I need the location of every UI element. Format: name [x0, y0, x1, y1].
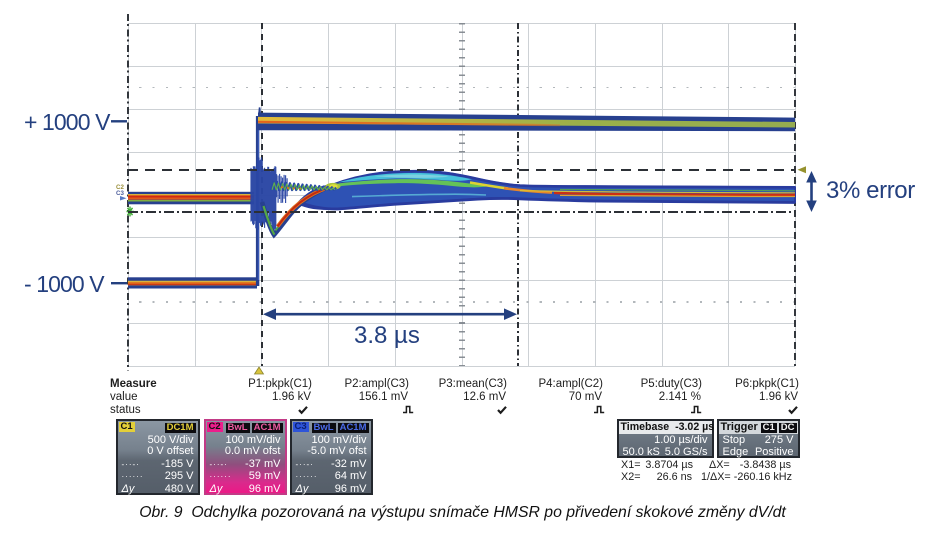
svg-text:C2: C2: [116, 184, 124, 191]
svg-text:C3: C3: [116, 190, 124, 197]
